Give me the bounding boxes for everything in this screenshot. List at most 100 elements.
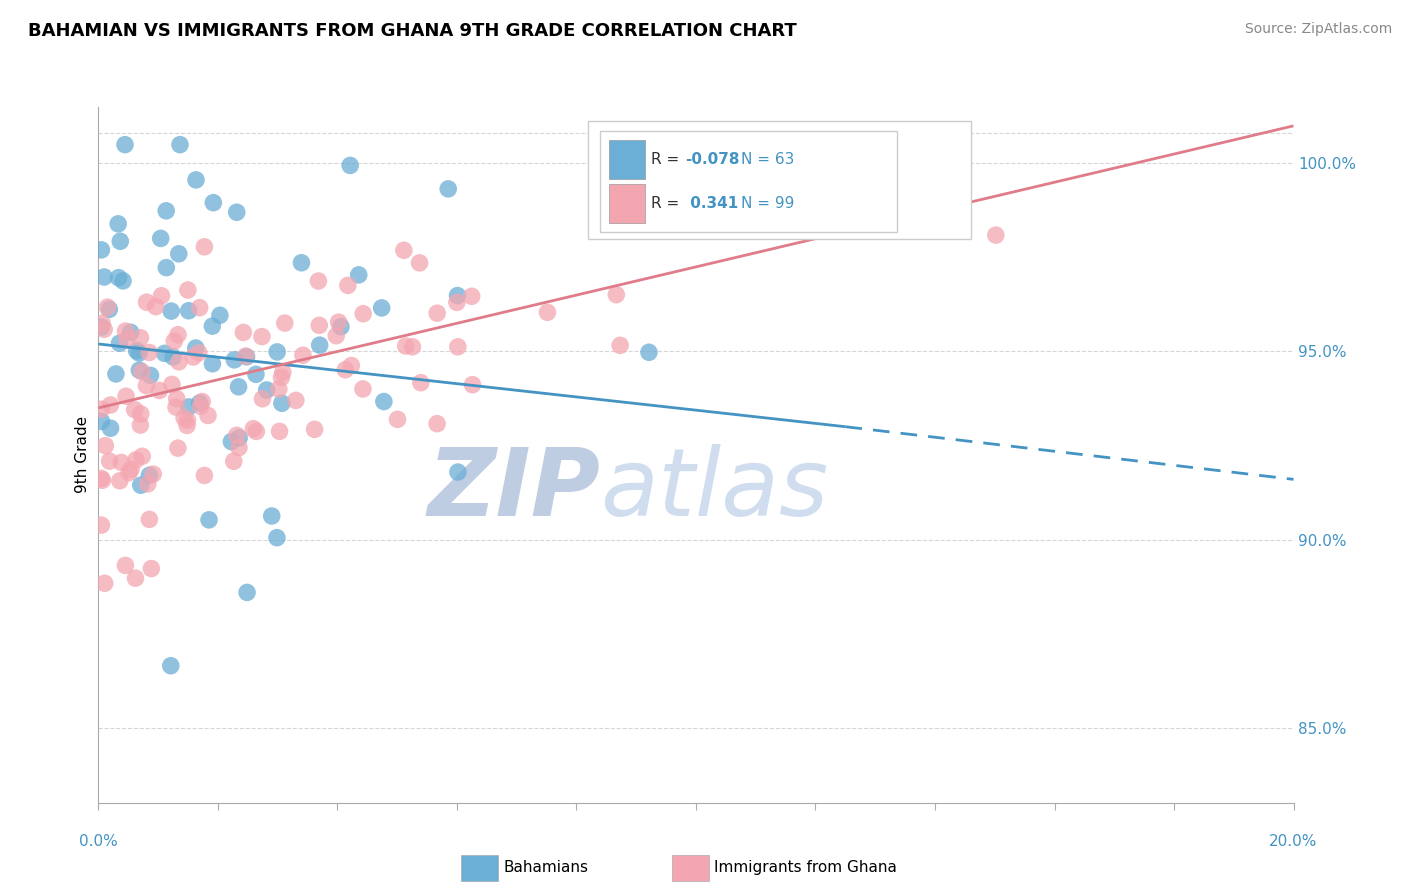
Point [270,396,292,410]
Point [638,345,661,359]
Point [94,439,117,453]
Point [260,508,283,523]
Point [138,468,160,483]
Point [447,465,470,479]
Point [94,576,117,591]
Point [181,350,204,364]
Point [120,326,142,340]
Point [329,319,352,334]
Point [336,278,359,293]
Point [141,561,163,575]
Point [304,422,326,436]
Point [187,345,209,359]
Point [167,247,190,261]
Point [120,462,142,476]
Point [129,407,152,421]
Point [222,454,245,468]
Point [236,585,259,599]
Point [387,412,409,426]
Point [145,300,167,314]
Point [191,394,214,409]
Point [167,355,190,369]
Point [328,315,350,329]
Point [184,341,207,355]
Point [115,333,138,347]
Point [284,393,307,408]
Point [98,454,121,468]
Point [114,137,136,152]
Point [409,376,432,390]
Text: atlas: atlas [600,444,828,535]
Point [150,289,173,303]
Point [536,305,558,319]
Point [93,270,115,285]
Point [153,346,176,360]
Point [252,392,274,406]
Point [242,422,264,436]
Point [162,350,184,364]
Point [193,240,215,254]
Point [100,398,122,412]
Point [188,301,211,315]
Text: Bahamians: Bahamians [503,860,588,874]
Point [114,558,136,573]
Point [124,571,146,585]
Point [160,377,183,392]
Point [370,301,392,315]
Point [202,195,225,210]
Point [190,399,212,413]
Point [129,331,152,345]
Point [173,410,195,425]
Point [245,425,267,439]
Text: -0.078: -0.078 [685,152,740,167]
Text: ZIP: ZIP [427,443,600,536]
Point [177,303,200,318]
Point [131,365,153,379]
Point [142,467,165,481]
Point [177,400,200,414]
Point [128,363,150,377]
Point [139,368,162,383]
Point [136,476,159,491]
Point [308,338,330,352]
Point [307,274,329,288]
Point [984,228,1007,243]
Point [129,478,152,492]
Point [446,288,468,302]
Text: R =: R = [651,152,685,167]
Text: Source: ZipAtlas.com: Source: ZipAtlas.com [1244,22,1392,37]
Text: 0.341: 0.341 [685,196,738,211]
Point [347,268,370,282]
Point [250,329,273,343]
Point [115,389,138,403]
Point [245,368,267,382]
Point [131,450,153,464]
Point [392,244,415,258]
Point [201,357,224,371]
FancyBboxPatch shape [588,121,970,239]
Point [446,295,468,310]
Point [90,471,112,485]
Point [100,421,122,435]
Point [437,182,460,196]
Point [90,402,112,417]
Y-axis label: 9th Grade: 9th Grade [75,417,90,493]
Point [373,394,395,409]
Point [256,383,278,397]
Point [93,322,115,336]
Point [167,441,190,455]
Point [609,338,631,352]
Point [225,428,247,442]
Point [104,367,127,381]
Point [235,349,257,363]
Point [110,455,132,469]
Text: N = 63: N = 63 [741,152,794,167]
Point [108,474,131,488]
Point [308,318,330,333]
Point [426,306,449,320]
Point [225,205,247,219]
Point [271,365,294,379]
Text: 0.0%: 0.0% [79,834,118,849]
Point [197,409,219,423]
Point [228,431,250,445]
